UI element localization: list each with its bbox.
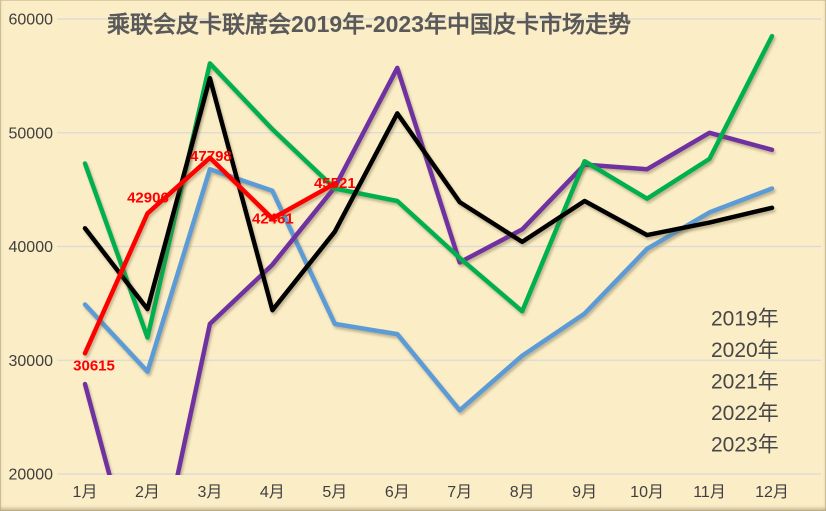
series-lines [82, 33, 775, 475]
chart-line-2021 [82, 33, 775, 340]
gridlines [57, 18, 821, 475]
legend-label: 2019年 [711, 308, 779, 331]
x-axis-month-label: 12月 [755, 484, 789, 501]
y-axis-tick-label: 20000 [9, 467, 54, 484]
y-axis-tick-label: 60000 [9, 12, 54, 29]
x-axis-month-label: 2月 [135, 484, 160, 501]
x-axis-month-labels: 1月 2月 3月 4月 5月 6月 7月 8月 9月 10月 11月 12月 [73, 484, 789, 501]
data-label-47798: 47798 [190, 148, 232, 165]
data-label-30615: 30615 [73, 357, 115, 374]
legend-item-2019: 2019年 [673, 308, 779, 331]
x-axis-month-label: 3月 [197, 484, 222, 501]
x-axis-month-label: 10月 [630, 484, 664, 501]
x-axis-month-label: 4月 [260, 484, 285, 501]
chart-line-2020 [82, 65, 775, 475]
chart-line-2022 [82, 75, 775, 313]
data-label-42906: 42906 [127, 189, 169, 206]
legend-item-2022: 2022年 [673, 402, 779, 425]
chart-title: 乘联会皮卡联席会2019年-2023年中国皮卡市场走势 [106, 11, 631, 37]
y-axis-tick-labels: 20000 30000 40000 50000 60000 [9, 12, 54, 484]
x-axis-month-label: 5月 [322, 484, 347, 501]
legend-label: 2020年 [711, 339, 779, 362]
chart-line-2019 [82, 166, 775, 413]
x-axis-month-label: 7月 [447, 484, 472, 501]
legend-item-2021: 2021年 [673, 371, 779, 394]
legend-item-2020: 2020年 [673, 339, 779, 362]
y-axis-tick-label: 40000 [9, 239, 54, 256]
chart-line-2023 [82, 155, 338, 356]
legend-label: 2021年 [711, 371, 779, 394]
data-label-42461: 42461 [252, 211, 294, 228]
x-axis-month-label: 1月 [73, 484, 98, 501]
legend: 2019年 2020年 2021年 2022年 2023年 [673, 308, 779, 457]
red-series-data-labels: 30615 42906 47798 42461 45521 [73, 148, 356, 374]
x-axis-month-label: 6月 [385, 484, 410, 501]
data-label-45521: 45521 [314, 175, 356, 192]
x-axis-month-label: 9月 [572, 484, 597, 501]
y-axis-tick-label: 30000 [9, 353, 54, 370]
y-axis-tick-label: 50000 [9, 125, 54, 142]
legend-item-2023: 2023年 [673, 434, 779, 457]
x-axis-month-label: 8月 [510, 484, 535, 501]
legend-label: 2022年 [711, 402, 779, 425]
legend-label: 2023年 [711, 434, 779, 457]
x-axis-month-label: 11月 [693, 484, 726, 501]
